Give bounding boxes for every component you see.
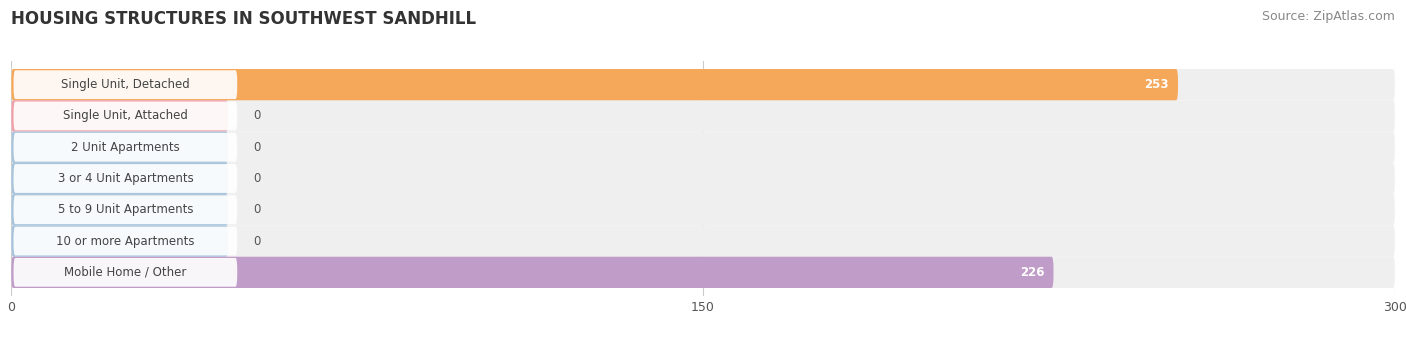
FancyBboxPatch shape (14, 258, 238, 287)
FancyBboxPatch shape (11, 132, 228, 163)
FancyBboxPatch shape (14, 133, 238, 162)
Text: Single Unit, Attached: Single Unit, Attached (63, 109, 188, 122)
Text: 0: 0 (253, 141, 260, 154)
Text: HOUSING STRUCTURES IN SOUTHWEST SANDHILL: HOUSING STRUCTURES IN SOUTHWEST SANDHILL (11, 10, 477, 28)
FancyBboxPatch shape (11, 194, 1395, 225)
Text: Single Unit, Detached: Single Unit, Detached (60, 78, 190, 91)
FancyBboxPatch shape (11, 225, 228, 257)
FancyBboxPatch shape (11, 163, 228, 194)
FancyBboxPatch shape (11, 69, 1178, 100)
FancyBboxPatch shape (11, 100, 1395, 132)
FancyBboxPatch shape (11, 132, 1395, 163)
Text: 0: 0 (253, 172, 260, 185)
Text: 253: 253 (1144, 78, 1168, 91)
Text: Source: ZipAtlas.com: Source: ZipAtlas.com (1261, 10, 1395, 23)
Text: 2 Unit Apartments: 2 Unit Apartments (72, 141, 180, 154)
FancyBboxPatch shape (11, 257, 1053, 288)
FancyBboxPatch shape (11, 163, 1395, 194)
FancyBboxPatch shape (11, 69, 1395, 100)
FancyBboxPatch shape (14, 227, 238, 255)
FancyBboxPatch shape (11, 194, 228, 225)
Text: 0: 0 (253, 235, 260, 248)
FancyBboxPatch shape (11, 225, 1395, 257)
FancyBboxPatch shape (11, 100, 228, 132)
FancyBboxPatch shape (14, 70, 238, 99)
Text: 10 or more Apartments: 10 or more Apartments (56, 235, 194, 248)
FancyBboxPatch shape (14, 102, 238, 130)
Text: 226: 226 (1019, 266, 1045, 279)
Text: 5 to 9 Unit Apartments: 5 to 9 Unit Apartments (58, 203, 193, 216)
FancyBboxPatch shape (14, 164, 238, 193)
FancyBboxPatch shape (14, 195, 238, 224)
Text: 0: 0 (253, 203, 260, 216)
Text: Mobile Home / Other: Mobile Home / Other (65, 266, 187, 279)
Text: 0: 0 (253, 109, 260, 122)
FancyBboxPatch shape (11, 257, 1395, 288)
Text: 3 or 4 Unit Apartments: 3 or 4 Unit Apartments (58, 172, 193, 185)
